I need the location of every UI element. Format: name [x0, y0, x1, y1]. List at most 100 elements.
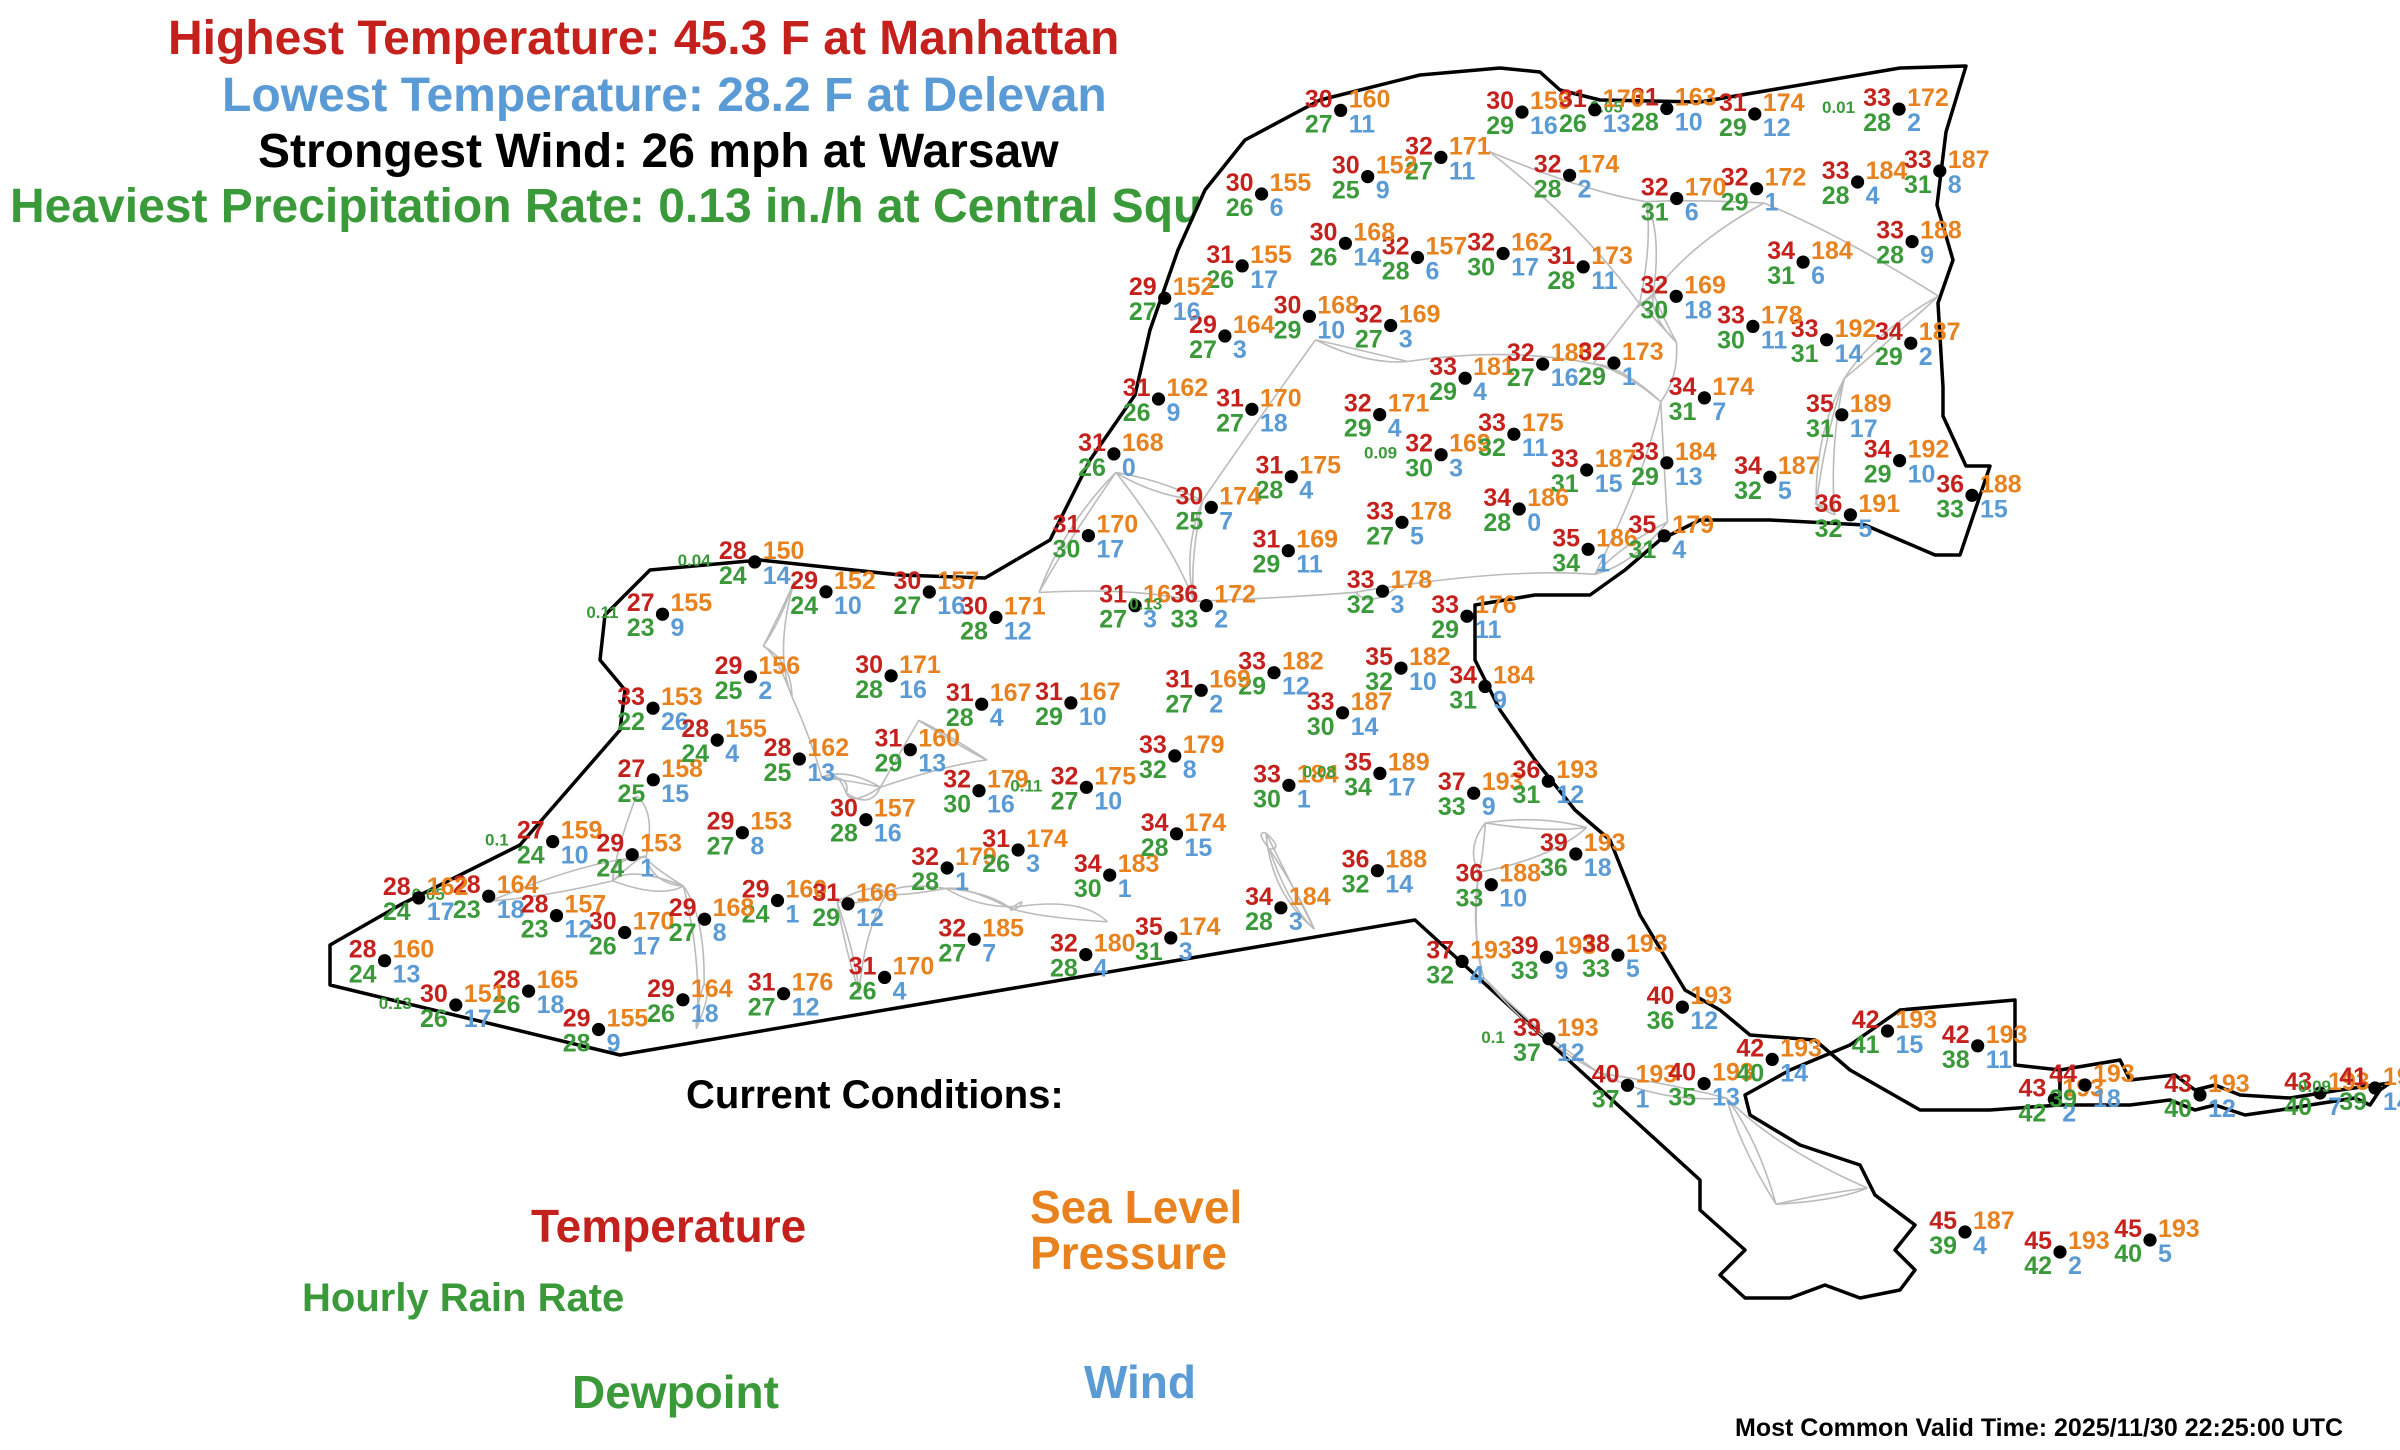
svg-text:162: 162 — [427, 873, 469, 901]
svg-text:42: 42 — [1942, 1021, 1970, 1049]
svg-text:174: 174 — [1712, 373, 1754, 401]
svg-text:38: 38 — [1942, 1046, 1970, 1074]
svg-text:32: 32 — [1478, 434, 1506, 462]
svg-text:7: 7 — [1712, 398, 1726, 426]
svg-text:34: 34 — [1552, 549, 1580, 577]
svg-text:182: 182 — [1282, 648, 1324, 676]
svg-text:157: 157 — [937, 567, 979, 595]
svg-text:173: 173 — [1622, 338, 1664, 366]
svg-text:193: 193 — [1626, 930, 1668, 958]
svg-text:40: 40 — [2164, 1095, 2192, 1123]
svg-text:28: 28 — [1483, 509, 1511, 537]
svg-text:29: 29 — [1274, 316, 1302, 344]
svg-text:11: 11 — [1449, 157, 1476, 185]
svg-text:25: 25 — [715, 677, 743, 705]
svg-text:31: 31 — [1165, 665, 1193, 693]
svg-text:29: 29 — [1431, 616, 1459, 644]
svg-text:167: 167 — [990, 679, 1032, 707]
svg-text:150: 150 — [763, 537, 805, 565]
svg-text:184: 184 — [1811, 237, 1853, 265]
svg-text:33: 33 — [1904, 146, 1932, 174]
svg-text:40: 40 — [1736, 1059, 1764, 1087]
svg-text:17: 17 — [1096, 536, 1124, 564]
svg-text:10: 10 — [1409, 668, 1437, 696]
svg-text:31: 31 — [982, 825, 1010, 853]
svg-text:170: 170 — [1096, 511, 1138, 539]
svg-text:30: 30 — [1307, 713, 1335, 741]
svg-text:39: 39 — [1929, 1232, 1957, 1260]
svg-text:5: 5 — [1858, 515, 1872, 543]
svg-text:32: 32 — [1426, 961, 1454, 989]
svg-text:29: 29 — [1719, 114, 1747, 142]
svg-text:32: 32 — [938, 914, 966, 942]
svg-text:184: 184 — [1289, 883, 1331, 911]
svg-text:2: 2 — [2068, 1252, 2082, 1280]
svg-text:30: 30 — [1467, 254, 1495, 282]
svg-text:24: 24 — [349, 961, 377, 989]
svg-text:187: 187 — [1919, 318, 1961, 346]
svg-text:45: 45 — [2024, 1227, 2052, 1255]
svg-text:4: 4 — [1388, 415, 1402, 443]
svg-text:28: 28 — [1534, 175, 1562, 203]
svg-text:31: 31 — [1904, 171, 1932, 199]
svg-text:31: 31 — [1206, 241, 1234, 269]
svg-text:33: 33 — [1347, 566, 1375, 594]
svg-text:170: 170 — [893, 952, 935, 980]
svg-text:11: 11 — [1522, 434, 1549, 462]
svg-text:28: 28 — [1822, 182, 1850, 210]
svg-text:0.11: 0.11 — [1010, 776, 1042, 795]
svg-text:11: 11 — [1349, 110, 1376, 138]
svg-text:26: 26 — [1310, 243, 1338, 271]
svg-text:35: 35 — [1552, 524, 1580, 552]
svg-text:33: 33 — [1478, 409, 1506, 437]
svg-text:30: 30 — [830, 795, 858, 823]
svg-text:174: 174 — [1578, 150, 1620, 178]
svg-text:171: 171 — [1449, 132, 1491, 160]
svg-text:3: 3 — [1179, 938, 1193, 966]
svg-text:152: 152 — [834, 567, 876, 595]
svg-text:33: 33 — [1936, 495, 1964, 523]
svg-text:42: 42 — [2024, 1252, 2052, 1280]
svg-text:171: 171 — [899, 651, 941, 679]
svg-text:39: 39 — [2049, 1085, 2077, 1113]
svg-text:2: 2 — [1919, 343, 1933, 371]
svg-text:30: 30 — [1274, 291, 1302, 319]
svg-text:32: 32 — [1641, 174, 1669, 202]
svg-text:30: 30 — [1310, 218, 1338, 246]
svg-text:29: 29 — [874, 750, 902, 778]
svg-text:174: 174 — [1763, 89, 1805, 117]
svg-text:3: 3 — [1391, 591, 1405, 619]
svg-text:14: 14 — [1780, 1059, 1808, 1087]
svg-text:187: 187 — [1948, 146, 1990, 174]
svg-text:10: 10 — [834, 592, 862, 620]
svg-text:31: 31 — [1767, 262, 1795, 290]
svg-text:152: 152 — [1173, 273, 1215, 301]
svg-text:31: 31 — [1512, 781, 1540, 809]
svg-text:188: 188 — [1980, 470, 2022, 498]
svg-text:2: 2 — [1214, 606, 1228, 634]
svg-text:41: 41 — [1852, 1031, 1880, 1059]
svg-text:31: 31 — [1641, 199, 1669, 227]
svg-text:193: 193 — [1986, 1021, 2028, 1049]
svg-text:178: 178 — [1410, 497, 1452, 525]
svg-text:169: 169 — [1209, 665, 1251, 693]
svg-text:4: 4 — [1470, 961, 1484, 989]
svg-text:189: 189 — [1850, 390, 1892, 418]
svg-text:0.09: 0.09 — [2298, 1077, 2331, 1096]
svg-text:169: 169 — [1684, 271, 1726, 299]
svg-text:5: 5 — [2158, 1240, 2172, 1268]
svg-text:0.09: 0.09 — [1364, 444, 1397, 463]
svg-text:168: 168 — [713, 894, 755, 922]
svg-text:168: 168 — [1317, 291, 1359, 319]
svg-text:33: 33 — [1170, 606, 1198, 634]
svg-text:29: 29 — [647, 975, 675, 1003]
svg-text:157: 157 — [565, 891, 607, 919]
svg-text:31: 31 — [1255, 452, 1283, 480]
svg-text:13: 13 — [1712, 1084, 1740, 1112]
svg-text:8: 8 — [713, 919, 727, 947]
svg-text:24: 24 — [383, 898, 411, 926]
svg-text:30: 30 — [1332, 152, 1360, 180]
svg-text:157: 157 — [1426, 233, 1468, 261]
svg-text:27: 27 — [893, 592, 921, 620]
svg-text:193: 193 — [1584, 829, 1626, 857]
